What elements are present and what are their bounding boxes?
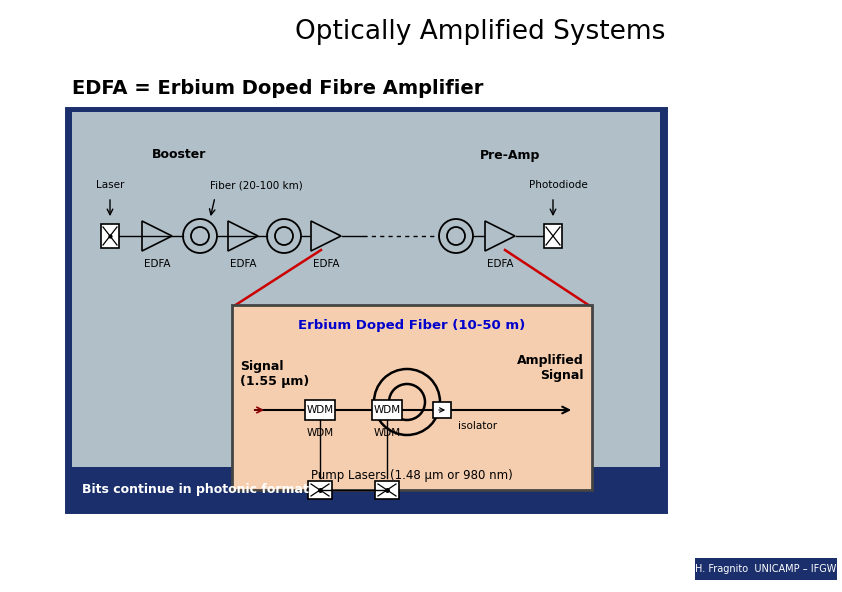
Text: Signal
(1.55 μm): Signal (1.55 μm) bbox=[240, 360, 309, 388]
Text: EDFA: EDFA bbox=[230, 259, 256, 269]
FancyBboxPatch shape bbox=[375, 481, 399, 499]
FancyBboxPatch shape bbox=[372, 400, 402, 420]
FancyBboxPatch shape bbox=[72, 112, 660, 467]
FancyBboxPatch shape bbox=[544, 224, 562, 248]
Text: Bits continue in photonic format: Bits continue in photonic format bbox=[82, 484, 309, 497]
Text: H. Fragnito  UNICAMP – IFGW: H. Fragnito UNICAMP – IFGW bbox=[695, 564, 837, 574]
Text: Amplified
Signal: Amplified Signal bbox=[517, 354, 584, 382]
Text: EDFA: EDFA bbox=[312, 259, 339, 269]
Text: Pre-Amp: Pre-Amp bbox=[480, 149, 541, 162]
Text: EDFA: EDFA bbox=[144, 259, 170, 269]
FancyBboxPatch shape bbox=[232, 305, 592, 490]
Text: EDFA = Erbium Doped Fibre Amplifier: EDFA = Erbium Doped Fibre Amplifier bbox=[72, 79, 483, 98]
FancyBboxPatch shape bbox=[305, 400, 335, 420]
FancyBboxPatch shape bbox=[433, 402, 451, 418]
Text: Optically Amplified Systems: Optically Amplified Systems bbox=[295, 19, 665, 45]
Text: Booster: Booster bbox=[152, 149, 206, 162]
Text: Laser: Laser bbox=[96, 180, 124, 190]
FancyBboxPatch shape bbox=[695, 558, 837, 580]
Text: WDM: WDM bbox=[374, 428, 401, 438]
FancyBboxPatch shape bbox=[101, 224, 119, 248]
Text: Pump Lasers (1.48 μm or 980 nm): Pump Lasers (1.48 μm or 980 nm) bbox=[312, 468, 513, 481]
Text: WDM: WDM bbox=[306, 428, 333, 438]
Text: Fiber (20-100 km): Fiber (20-100 km) bbox=[210, 180, 303, 190]
Text: isolator: isolator bbox=[458, 421, 497, 431]
Text: EDFA: EDFA bbox=[487, 259, 514, 269]
Text: WDM: WDM bbox=[306, 405, 333, 415]
Text: Photodiode: Photodiode bbox=[529, 180, 588, 190]
FancyBboxPatch shape bbox=[68, 110, 664, 510]
Text: Erbium Doped Fiber (10-50 m): Erbium Doped Fiber (10-50 m) bbox=[298, 318, 525, 332]
Text: WDM: WDM bbox=[374, 405, 401, 415]
FancyBboxPatch shape bbox=[308, 481, 332, 499]
